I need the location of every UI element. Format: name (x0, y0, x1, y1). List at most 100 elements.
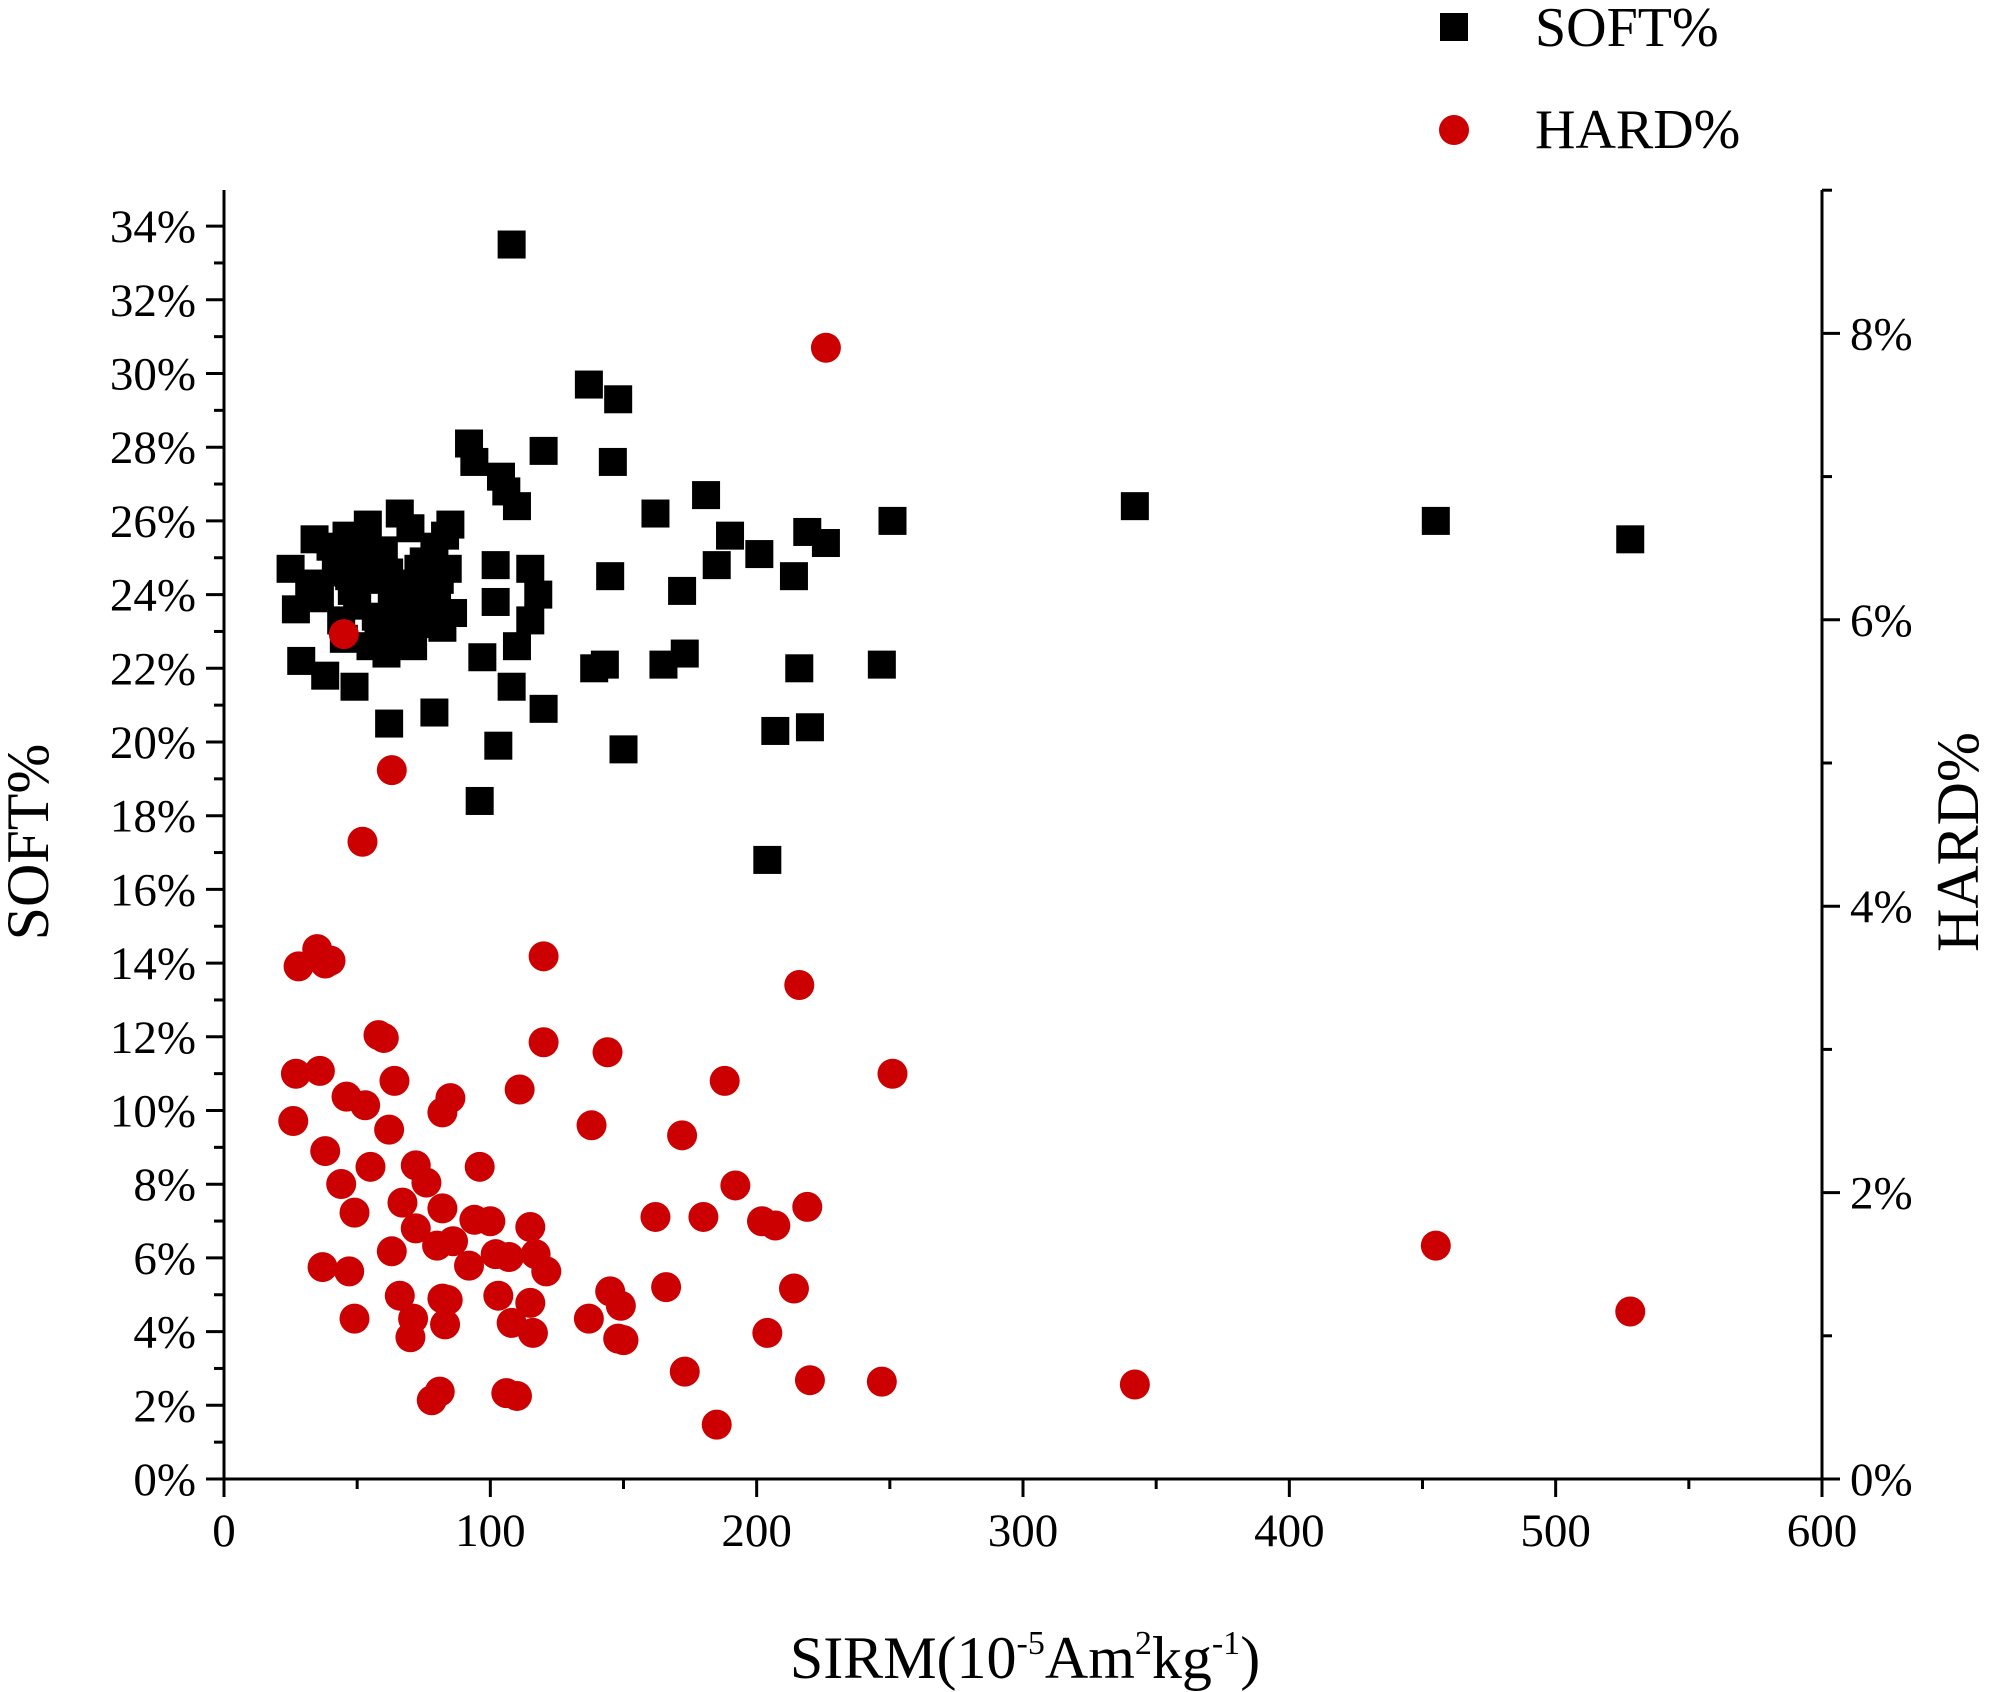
hard-point (592, 1037, 623, 1068)
hard-point (427, 1193, 458, 1224)
hard-point (515, 1211, 546, 1242)
hard-point (515, 1287, 546, 1318)
hard-point (464, 1151, 495, 1182)
soft-point (361, 602, 390, 631)
hard-point (669, 1356, 700, 1387)
soft-point (396, 514, 425, 543)
hard-point (278, 1106, 309, 1136)
soft-point (1120, 492, 1149, 521)
hard-point (376, 1236, 407, 1267)
soft-point (1616, 525, 1645, 554)
y-left-tick-label: 26% (110, 496, 196, 548)
x-tick-label: 100 (455, 1505, 526, 1557)
y-right-tick-label: 4% (1850, 881, 1913, 933)
hard-point (1615, 1296, 1646, 1327)
soft-point (516, 554, 545, 583)
soft-point (702, 551, 731, 580)
legend-label-hard: HARD% (1535, 99, 1740, 161)
hard-point (339, 1303, 370, 1334)
soft-point (878, 506, 907, 535)
hard-point (454, 1250, 485, 1281)
hard-point (517, 1317, 548, 1348)
hard-point (384, 1280, 415, 1311)
hard-point (339, 1197, 370, 1228)
hard-point (651, 1272, 682, 1303)
x-tick-label: 500 (1520, 1505, 1591, 1557)
soft-point (1421, 506, 1450, 535)
soft-point (580, 654, 609, 683)
hard-point (605, 1290, 636, 1321)
hard-point (280, 1058, 311, 1089)
hard-point (483, 1280, 514, 1311)
hard-point (866, 1366, 897, 1397)
soft-point (598, 447, 627, 476)
soft-point (604, 385, 633, 414)
hard-point (304, 1055, 335, 1086)
soft-point (753, 845, 782, 874)
hard-point (368, 1022, 399, 1053)
hard-point (778, 1273, 809, 1304)
y-right-tick-label: 6% (1850, 595, 1913, 647)
hard-point (400, 1213, 431, 1244)
y-left-tick-label: 30% (110, 349, 196, 401)
hard-point (1119, 1369, 1150, 1400)
hard-point (334, 1256, 365, 1287)
plot-axes: 0 100 200 300 400 500 6000%2%4%6%8%10%12%14%16… (110, 188, 1913, 1557)
hard-point (430, 1309, 461, 1340)
hard-point (792, 1191, 823, 1222)
hard-point (376, 755, 407, 786)
soft-point (340, 672, 369, 701)
x-tick-label: 600 (1787, 1505, 1858, 1557)
soft-point (481, 587, 510, 616)
series-soft-points (276, 230, 1645, 874)
hard-point (794, 1365, 825, 1396)
soft-point (497, 672, 526, 701)
soft-point (761, 716, 790, 745)
soft-point (281, 595, 310, 624)
hard-point (528, 941, 559, 972)
hard-point (427, 1097, 458, 1128)
soft-point (497, 230, 526, 259)
soft-point (668, 576, 697, 605)
hard-point (720, 1170, 751, 1201)
legend-marker-soft (1440, 13, 1468, 41)
soft-point (351, 529, 380, 558)
hard-point (315, 945, 346, 976)
soft-point (465, 786, 494, 815)
soft-point (745, 540, 774, 569)
hard-point (531, 1256, 562, 1287)
soft-point (468, 643, 497, 672)
soft-point (420, 698, 449, 727)
hard-point (528, 1027, 559, 1058)
soft-point (404, 554, 433, 583)
y-left-tick-label: 20% (110, 717, 196, 769)
legend-marker-hard (1439, 115, 1469, 145)
hard-point (347, 826, 378, 857)
soft-point (287, 646, 316, 675)
y-right-tick-label: 2% (1850, 1168, 1913, 1220)
y-left-tick-label: 24% (110, 570, 196, 622)
soft-point (529, 436, 558, 465)
y-left-tick-label: 12% (110, 1012, 196, 1064)
hard-point (355, 1151, 386, 1182)
soft-point (529, 694, 558, 723)
y-left-tick-label: 8% (133, 1159, 196, 1211)
soft-point (692, 481, 721, 510)
x-tick-label: 0 (212, 1505, 236, 1557)
hard-point (608, 1325, 639, 1356)
soft-point (716, 521, 745, 550)
soft-point (433, 554, 462, 583)
soft-point (375, 709, 404, 738)
soft-point (596, 562, 625, 591)
soft-point (335, 562, 364, 591)
hard-point (432, 1285, 463, 1315)
hard-point (395, 1322, 426, 1353)
soft-point (574, 370, 603, 399)
y-left-tick-label: 2% (133, 1380, 196, 1432)
legend-label-soft: SOFT% (1535, 0, 1719, 59)
soft-point (867, 650, 896, 679)
x-tick-label: 200 (721, 1505, 792, 1557)
hard-point (310, 1136, 341, 1167)
hard-point (576, 1110, 607, 1141)
